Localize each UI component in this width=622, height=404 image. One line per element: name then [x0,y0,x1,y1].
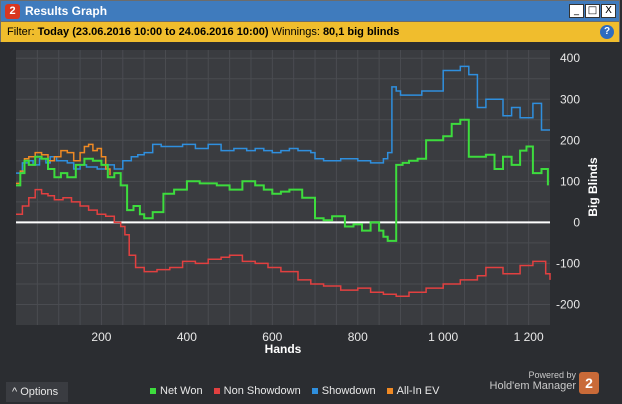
bottom-bar: ^ Options Net Won Non Showdown Showdown … [0,370,622,404]
chart-svg: 200 400 600 800 1 000 1 200 4003002001000-100… [16,50,600,356]
y-tick-label: 100 [560,174,580,188]
close-button[interactable]: X [601,4,616,18]
series-line-showdown [16,65,550,174]
winnings-value: 80,1 big blinds [322,26,400,38]
x-tick-label: 200 [91,330,111,344]
legend: Net Won Non Showdown Showdown All-In EV [150,385,447,397]
all-in-ev-swatch-icon [386,388,393,395]
x-tick-label: 800 [348,330,368,344]
x-tick-label: 1 000 [428,330,458,344]
filter-label: Filter: [7,26,35,38]
filter-range[interactable]: Today (23.06.2016 10:00 to 24.06.2016 10… [37,26,269,38]
title-bar: 2 Results Graph _ □ X [0,0,620,22]
minimize-button[interactable]: _ [569,4,584,18]
legend-item-showdown[interactable]: Showdown [311,385,376,397]
series-line-all-in-ev [16,143,111,185]
y-tick-label: 200 [560,133,580,147]
legend-item-net-won[interactable]: Net Won [150,385,203,397]
x-axis-label: Hands [265,342,302,356]
app-logo-icon: 2 [5,4,20,19]
powered-by: Powered by Hold'em Manager [489,370,576,392]
results-chart: 200 400 600 800 1 000 1 200 400 300 200 100 0 -100… [0,42,622,380]
maximize-button[interactable]: □ [585,4,600,18]
y-tick-label: -100 [556,256,580,270]
options-button[interactable]: ^ Options [6,382,68,402]
series-line-non-showdown [16,188,551,298]
legend-item-all-in-ev[interactable]: All-In EV [386,385,439,397]
y-tick-label: 0 [573,215,580,229]
filter-bar: Filter: Today (23.06.2016 10:00 to 24.06… [0,22,620,42]
y-axis-label: Big Blinds [586,157,600,217]
help-icon[interactable]: ? [600,25,614,39]
x-tick-label: 600 [262,330,282,344]
showdown-swatch-icon [311,388,318,395]
net-won-swatch-icon [150,388,156,395]
x-tick-label: 400 [177,330,197,344]
y-tick-label: -200 [556,297,580,311]
non-showdown-swatch-icon [213,388,220,395]
legend-item-non-showdown[interactable]: Non Showdown [213,385,301,397]
window-title: Results Graph [25,4,108,18]
x-tick-label: 1 200 [514,330,544,344]
y-tick-label: 400 [560,51,580,65]
winnings-label: Winnings: [271,26,320,38]
hm-logo-icon: 2 [579,372,599,394]
series-line-net-won [16,118,549,242]
y-tick-label: 300 [560,92,580,106]
